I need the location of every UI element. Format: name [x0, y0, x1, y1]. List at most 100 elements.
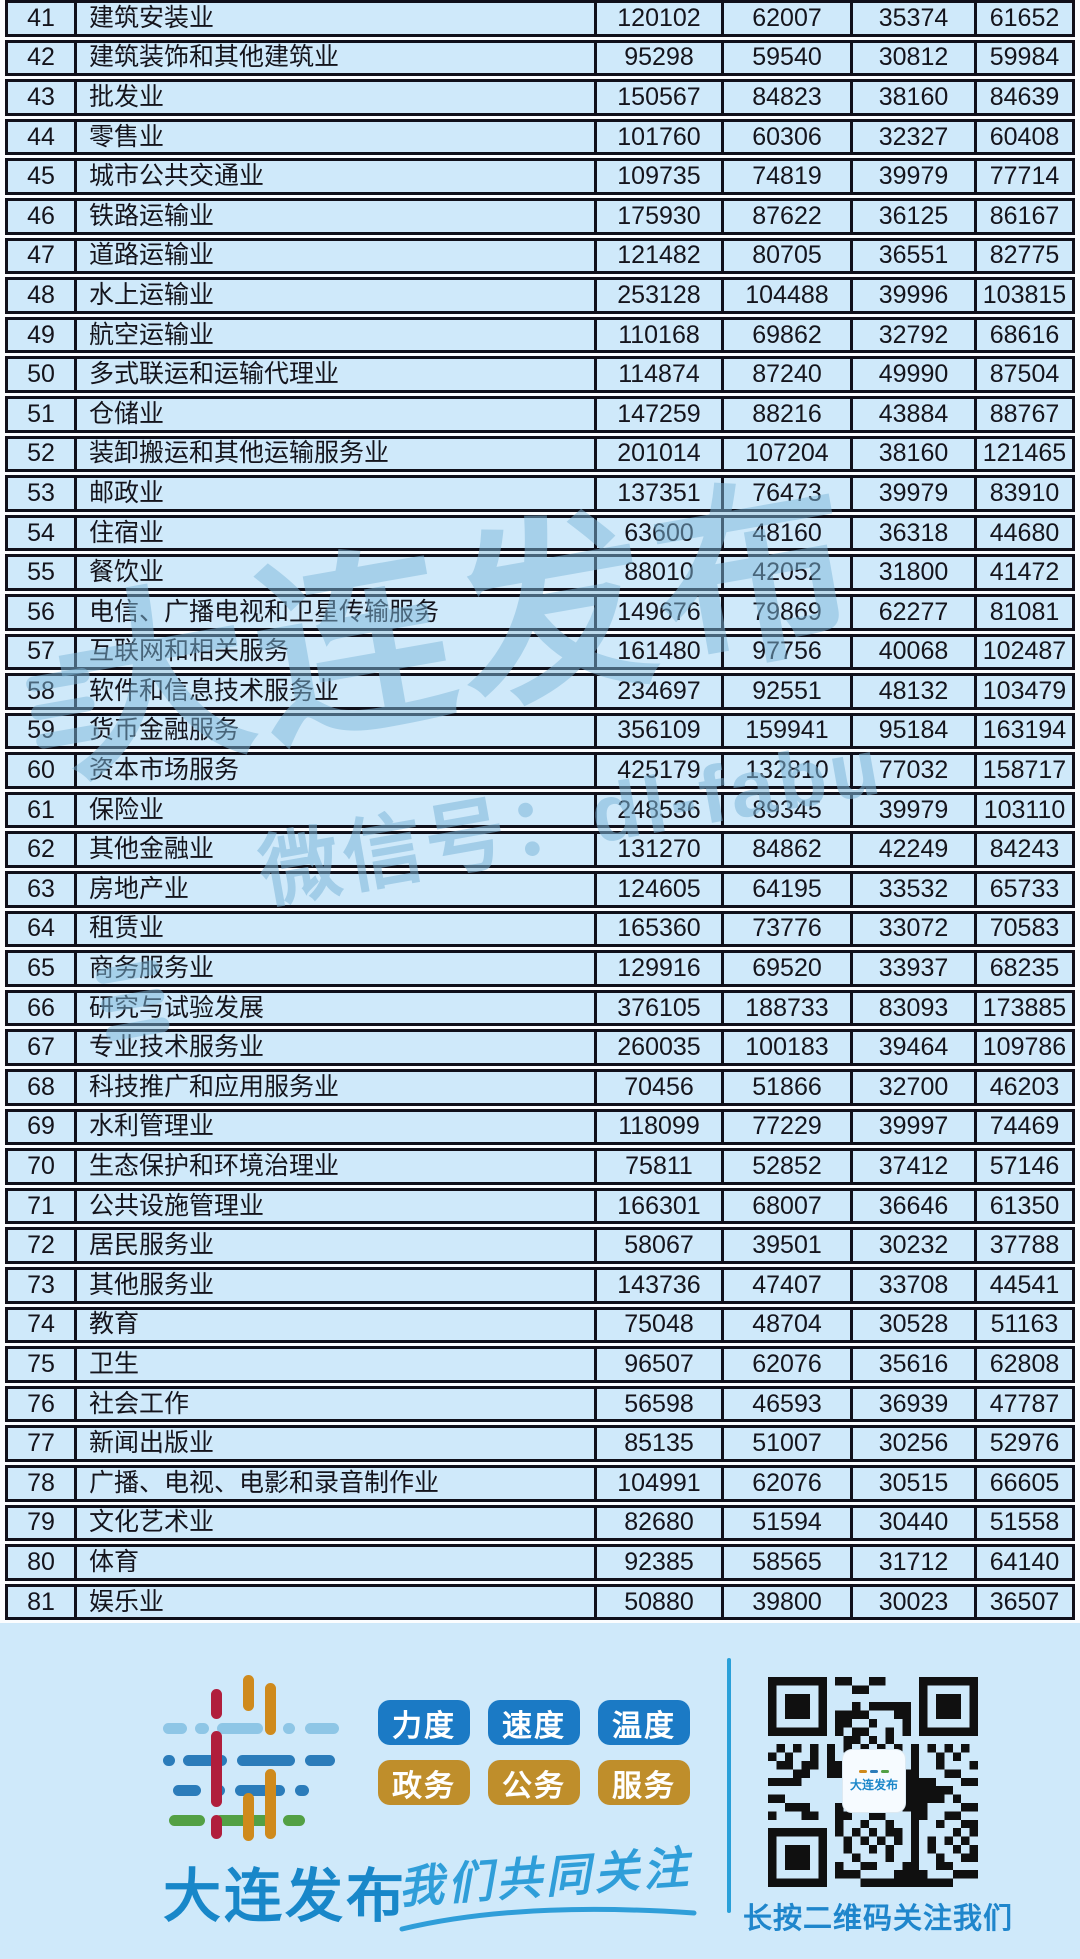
value-cell: 62277 — [850, 596, 974, 628]
value-cell: 50880 — [594, 1586, 721, 1618]
value-cell: 36551 — [850, 240, 974, 272]
table-row: 66 研究与试验发展 376105 188733 83093 173885 — [5, 989, 1075, 1027]
industry-cell: 货币金融服务 — [74, 715, 594, 747]
table-row: 51 仓储业 147259 88216 43884 88767 — [5, 395, 1075, 433]
value-cell: 79869 — [721, 596, 850, 628]
industry-cell: 城市公共交通业 — [74, 161, 594, 192]
value-cell: 30256 — [850, 1428, 974, 1459]
value-cell: 114874 — [594, 359, 721, 390]
industry-cell: 住宿业 — [74, 517, 594, 549]
industry-cell: 娱乐业 — [74, 1586, 594, 1618]
footer: 大连发布 力度 速度 温度 政务 公务 服务 我们共同关注 大连发布 长按二维码… — [0, 1623, 1080, 1959]
table-row: 68 科技推广和应用服务业 70456 51866 32700 46203 — [5, 1069, 1075, 1106]
table-row: 71 公共设施管理业 166301 68007 36646 61350 — [5, 1187, 1075, 1225]
industry-cell: 餐饮业 — [74, 557, 594, 588]
row-number-cell: 72 — [27, 1231, 55, 1260]
value-cell: 80705 — [721, 240, 850, 272]
row-number-cell: 45 — [27, 162, 55, 191]
qr-caption: 长按二维码关注我们 — [743, 1903, 1014, 1935]
qr-center-logo: 大连发布 — [842, 1749, 906, 1813]
value-cell: 60408 — [974, 121, 1072, 153]
badge-wendu: 温度 — [598, 1700, 690, 1745]
table-row: 46 铁路运输业 175930 87622 36125 86167 — [5, 197, 1075, 235]
value-cell: 38160 — [850, 438, 974, 470]
value-cell: 118099 — [594, 1111, 721, 1143]
value-cell: 121482 — [594, 240, 721, 272]
table-row: 42 建筑装饰和其他建筑业 95298 59540 30812 59984 — [5, 39, 1075, 77]
value-cell: 150567 — [594, 82, 721, 113]
qr-center-label: 大连发布 — [849, 1777, 898, 1792]
value-cell: 86167 — [974, 200, 1072, 232]
industry-cell: 水利管理业 — [74, 1111, 594, 1143]
table-row: 47 道路运输业 121482 80705 36551 82775 — [5, 237, 1075, 275]
table-row: 50 多式联运和运输代理业 114874 87240 49990 87504 — [5, 356, 1075, 393]
value-cell: 201014 — [594, 438, 721, 470]
industry-cell: 卫生 — [74, 1349, 594, 1380]
value-cell: 83093 — [850, 992, 974, 1024]
value-cell: 47407 — [721, 1270, 850, 1301]
value-cell: 173885 — [974, 992, 1072, 1024]
row-number-cell: 66 — [27, 993, 55, 1022]
row-number-cell: 42 — [27, 43, 55, 72]
value-cell: 61652 — [974, 3, 1072, 34]
value-cell: 47787 — [974, 1388, 1072, 1420]
value-cell: 39464 — [850, 1032, 974, 1064]
value-cell: 30023 — [850, 1586, 974, 1618]
row-number-cell: 75 — [27, 1349, 55, 1378]
value-cell: 96507 — [594, 1349, 721, 1380]
industry-cell: 文化艺术业 — [74, 1507, 594, 1539]
value-cell: 68616 — [974, 319, 1072, 351]
value-cell: 74469 — [974, 1111, 1072, 1143]
value-cell: 62076 — [721, 1467, 850, 1499]
industry-cell: 居民服务业 — [74, 1230, 594, 1261]
industry-cell: 装卸搬运和其他运输服务业 — [74, 438, 594, 470]
row-number-cell: 58 — [27, 676, 55, 705]
value-cell: 120102 — [594, 3, 721, 34]
value-cell: 84823 — [721, 82, 850, 113]
table-row: 58 软件和信息技术服务业 234697 92551 48132 103479 — [5, 673, 1075, 710]
value-cell: 149676 — [594, 596, 721, 628]
value-cell: 95184 — [850, 715, 974, 747]
value-cell: 61350 — [974, 1190, 1072, 1222]
value-cell: 39800 — [721, 1586, 850, 1618]
badge-lidu: 力度 — [378, 1700, 470, 1745]
value-cell: 166301 — [594, 1190, 721, 1222]
value-cell: 143736 — [594, 1270, 721, 1301]
value-cell: 68235 — [974, 953, 1072, 984]
value-cell: 30232 — [850, 1230, 974, 1261]
table-row: 57 互联网和相关服务 161480 97756 40068 102487 — [5, 633, 1075, 671]
row-number-cell: 55 — [27, 558, 55, 587]
row-number-cell: 43 — [27, 82, 55, 111]
industry-cell: 建筑安装业 — [74, 3, 594, 34]
value-cell: 161480 — [594, 636, 721, 668]
row-number-cell: 68 — [27, 1072, 55, 1101]
value-cell: 82775 — [974, 240, 1072, 272]
industry-cell: 多式联运和运输代理业 — [74, 359, 594, 390]
industry-cell: 保险业 — [74, 794, 594, 826]
industry-cell: 资本市场服务 — [74, 755, 594, 786]
value-cell: 87622 — [721, 200, 850, 232]
value-cell: 32327 — [850, 121, 974, 153]
value-cell: 59984 — [974, 42, 1072, 74]
industry-cell: 体育 — [74, 1547, 594, 1578]
table-row: 41 建筑安装业 120102 62007 35374 61652 — [5, 0, 1075, 37]
table-row: 75 卫生 96507 62076 35616 62808 — [5, 1346, 1075, 1383]
badge-sudu: 速度 — [488, 1700, 580, 1745]
value-cell: 56598 — [594, 1388, 721, 1420]
industry-cell: 科技推广和应用服务业 — [74, 1072, 594, 1103]
value-cell: 44541 — [974, 1270, 1072, 1301]
value-cell: 62808 — [974, 1349, 1072, 1380]
table-row: 56 电信、广播电视和卫星传输服务 149676 79869 62277 810… — [5, 593, 1075, 631]
table-row: 79 文化艺术业 82680 51594 30440 51558 — [5, 1504, 1075, 1542]
value-cell: 40068 — [850, 636, 974, 668]
value-cell: 89345 — [721, 794, 850, 826]
value-cell: 84243 — [974, 834, 1072, 866]
table-row: 74 教育 75048 48704 30528 51163 — [5, 1306, 1075, 1344]
value-cell: 60306 — [721, 121, 850, 153]
qr-code: 大连发布 — [768, 1677, 978, 1887]
table-row: 62 其他金融业 131270 84862 42249 84243 — [5, 831, 1075, 869]
industry-cell: 批发业 — [74, 82, 594, 113]
value-cell: 76473 — [721, 478, 850, 509]
table-row: 55 餐饮业 88010 42052 31800 41472 — [5, 554, 1075, 591]
